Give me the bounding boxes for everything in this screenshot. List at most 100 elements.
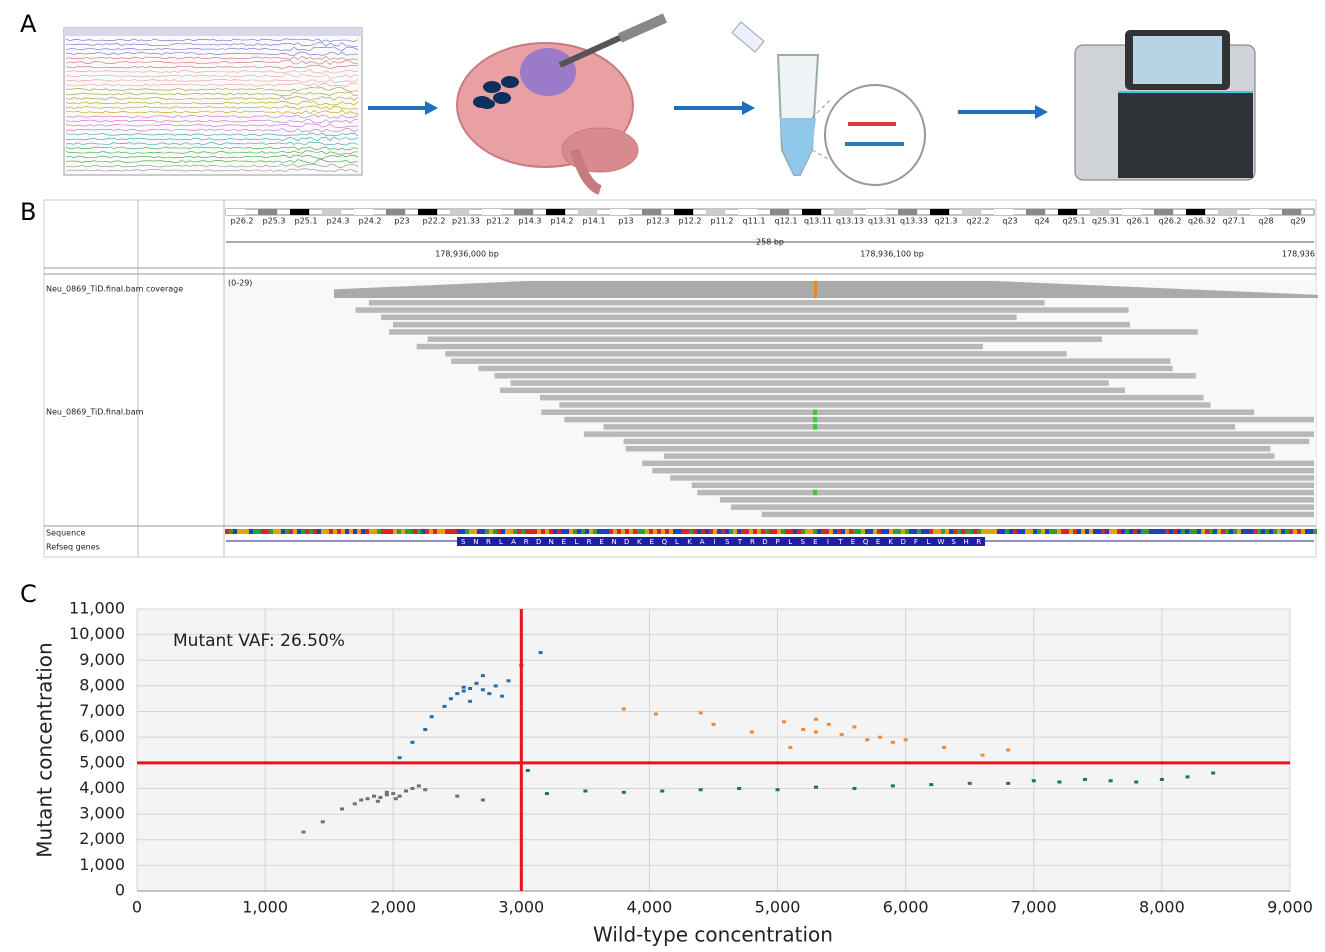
coverage-bar <box>550 281 553 298</box>
read <box>670 475 1314 481</box>
point <box>788 745 793 749</box>
point <box>1211 771 1216 775</box>
coverage-bar <box>727 281 730 298</box>
base <box>1133 529 1137 534</box>
ideogram-band <box>1282 209 1302 215</box>
ideogram-band <box>226 209 246 215</box>
amino-acid: E <box>599 538 603 546</box>
coverage-bar <box>838 281 841 298</box>
base <box>749 529 753 534</box>
amino-acid: S <box>800 538 805 546</box>
base <box>1073 529 1077 534</box>
point <box>1159 777 1164 781</box>
base <box>629 529 633 534</box>
base <box>993 529 997 534</box>
base <box>885 529 889 534</box>
coverage-bar <box>1150 287 1153 298</box>
coverage-bar <box>583 281 586 298</box>
ideogram-band <box>1186 209 1206 215</box>
base <box>1285 529 1289 534</box>
coverage-bar <box>1036 282 1039 298</box>
track-label: Refseq genes <box>46 543 100 552</box>
coverage-bar <box>421 285 424 298</box>
x-tick-label: 2,000 <box>370 898 416 917</box>
base <box>605 529 609 534</box>
coverage-bar <box>844 281 847 298</box>
coverage-bar <box>649 281 652 298</box>
base <box>889 529 893 534</box>
base <box>577 529 581 534</box>
base <box>489 529 493 534</box>
band-label: q13.33 <box>900 217 928 226</box>
point <box>583 789 588 793</box>
base <box>693 529 697 534</box>
base <box>1305 529 1309 534</box>
coverage-bar <box>1093 285 1096 298</box>
base <box>397 529 401 534</box>
base <box>701 529 705 534</box>
coverage-bar <box>1075 284 1078 298</box>
point <box>1185 775 1190 779</box>
read <box>392 321 1130 328</box>
coverage-bar <box>1153 287 1156 298</box>
base <box>437 529 441 534</box>
base <box>1013 529 1017 534</box>
eeg-line <box>65 38 359 43</box>
coverage-bar <box>1216 290 1219 298</box>
point <box>775 788 780 792</box>
point <box>404 789 409 793</box>
coverage-bar <box>931 281 934 298</box>
coverage-bar <box>772 281 775 298</box>
coverage-bar <box>709 281 712 298</box>
base <box>285 529 289 534</box>
read <box>559 402 1211 408</box>
base <box>1265 529 1269 534</box>
base <box>1145 529 1149 534</box>
base <box>253 529 257 534</box>
base <box>1117 529 1121 534</box>
base <box>849 529 853 534</box>
eeg-line <box>65 42 359 47</box>
ideogram-band <box>930 209 950 215</box>
coverage-bar <box>898 281 901 298</box>
base <box>561 529 565 534</box>
coverage-bar <box>352 288 355 298</box>
base <box>1225 529 1229 534</box>
base <box>917 529 921 534</box>
coverage-bar <box>997 281 1000 298</box>
y-tick-label: 4,000 <box>79 778 125 797</box>
coverage-bar <box>475 283 478 298</box>
coverage-bar <box>400 286 403 298</box>
base <box>381 529 385 534</box>
base <box>1061 529 1065 534</box>
coverage-bar <box>970 281 973 298</box>
coverage-bar <box>1168 288 1171 298</box>
amino-acid: S <box>461 538 466 546</box>
eeg-line <box>65 64 359 70</box>
coverage-bar <box>508 281 511 298</box>
base <box>833 529 837 534</box>
coverage-bar <box>655 281 658 298</box>
coverage-bar <box>361 288 364 298</box>
base <box>1001 529 1005 534</box>
point <box>339 807 344 811</box>
eeg-line <box>65 100 359 106</box>
amino-acid: T <box>837 538 843 546</box>
band-label: p13 <box>618 217 633 226</box>
coverage-bar <box>1051 283 1054 298</box>
point <box>375 799 380 803</box>
band-label: p12.2 <box>679 217 702 226</box>
coverage-bar <box>436 284 439 298</box>
tube-illustration <box>731 21 926 186</box>
coverage-bar <box>457 283 460 298</box>
coverage-bar <box>892 281 895 298</box>
coverage-bar <box>1294 293 1297 298</box>
base <box>781 529 785 534</box>
coverage-bar <box>679 281 682 298</box>
base <box>761 529 765 534</box>
coverage-bar <box>1135 287 1138 298</box>
base <box>1161 529 1165 534</box>
base <box>1177 529 1181 534</box>
coverage-bar <box>712 281 715 298</box>
y-tick-label: 9,000 <box>79 650 125 669</box>
